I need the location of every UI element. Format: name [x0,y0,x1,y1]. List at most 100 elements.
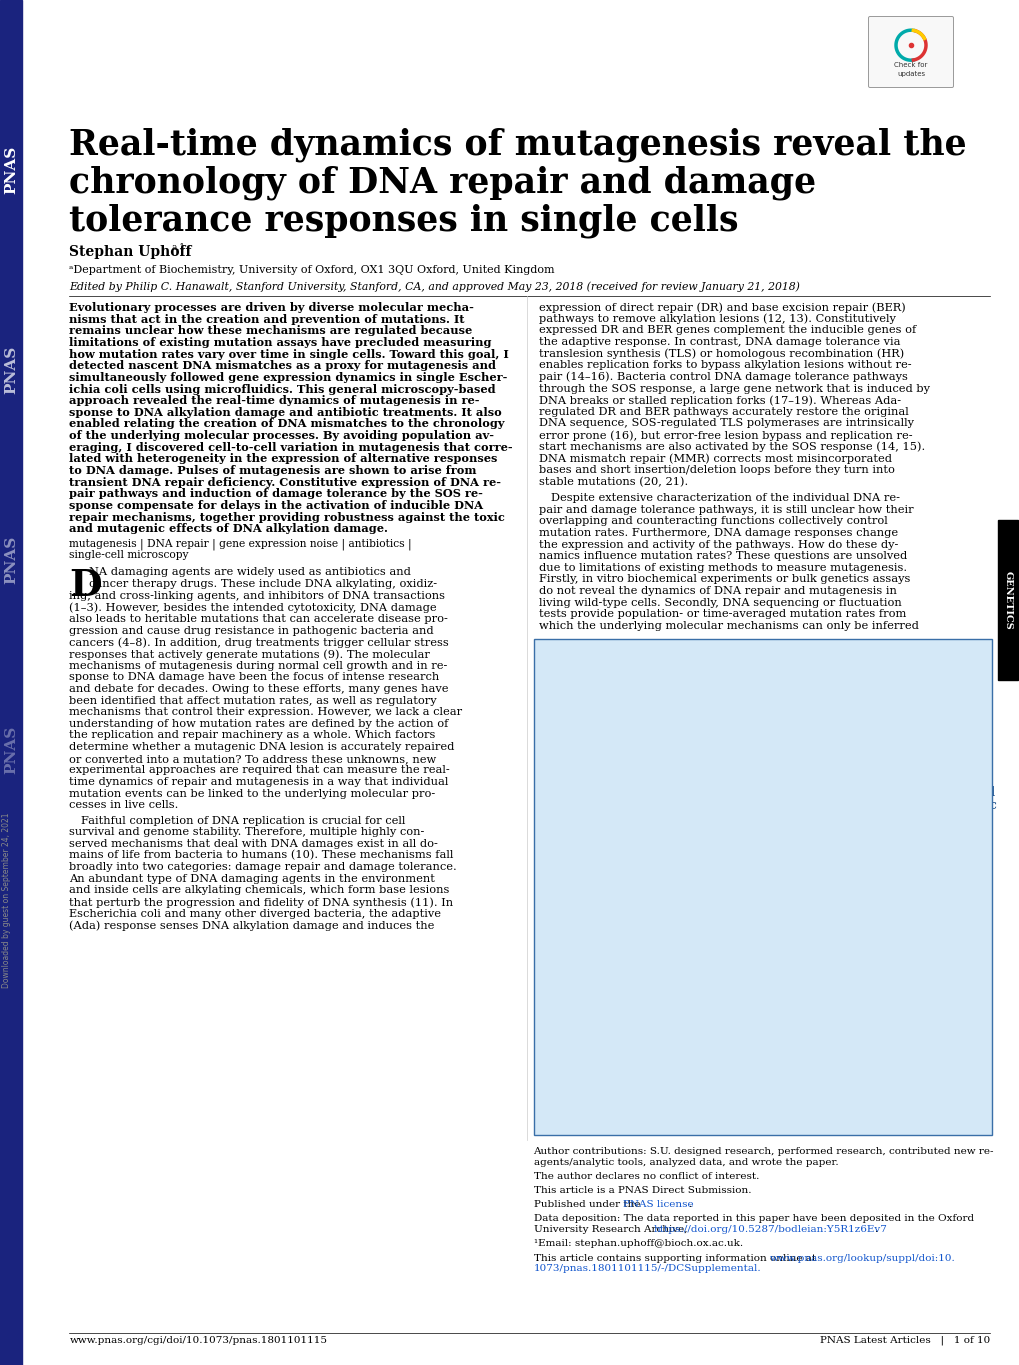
Text: that perturb the progression and fidelity of DNA synthesis (11). In: that perturb the progression and fidelit… [69,897,453,908]
Text: overlapping and counteracting functions collectively control: overlapping and counteracting functions … [538,516,887,527]
Text: Despite extensive characterization of the individual DNA re-: Despite extensive characterization of th… [550,493,899,502]
Text: A central goal in genetics is to understand how mutation rates: A central goal in genetics is to underst… [543,670,976,684]
Text: inducible DNA repair and damage tolerance pathways. Stochastic: inducible DNA repair and damage toleranc… [543,799,996,812]
Text: survival and genome stability. Therefore, multiple highly con-: survival and genome stability. Therefore… [69,827,424,837]
Text: been identified that affect mutation rates, as well as regulatory: been identified that affect mutation rat… [69,696,436,706]
Text: mechanisms of mutagenesis during normal cell growth and in re-: mechanisms of mutagenesis during normal … [69,661,447,670]
Text: due to limitations of existing methods to measure mutagenesis.: due to limitations of existing methods t… [538,562,906,573]
Text: PNAS: PNAS [4,536,18,584]
Text: served mechanisms that deal with DNA damages exist in all do-: served mechanisms that deal with DNA dam… [69,838,438,849]
Text: PNAS: PNAS [4,146,18,194]
Text: eraging, I discovered cell-to-cell variation in mutagenesis that corre-: eraging, I discovered cell-to-cell varia… [69,442,513,453]
Text: mutagenesis | DNA repair | gene expression noise | antibiotics |: mutagenesis | DNA repair | gene expressi… [69,538,412,550]
Text: fluctuations in the expression of these pathways modulated the: fluctuations in the expression of these … [543,812,981,824]
Text: The author declares no conflict of interest.: The author declares no conflict of inter… [533,1173,758,1181]
Text: enables replication forks to bypass alkylation lesions without re-: enables replication forks to bypass alky… [538,360,910,370]
Text: chronology of DNA repair and damage: chronology of DNA repair and damage [69,167,815,201]
Text: error prone (16), but error-free lesion bypass and replication re-: error prone (16), but error-free lesion … [538,430,911,441]
Text: repair mechanisms, together providing robustness against the toxic: repair mechanisms, together providing ro… [69,512,504,523]
Text: PNAS Latest Articles   |   1 of 10: PNAS Latest Articles | 1 of 10 [819,1335,989,1345]
Text: Escherichia coli and many other diverged bacteria, the adaptive: Escherichia coli and many other diverged… [69,909,441,919]
Text: PNAS: PNAS [4,345,18,394]
FancyBboxPatch shape [867,16,953,87]
Text: of the underlying molecular processes. By avoiding population av-: of the underlying molecular processes. B… [69,430,494,441]
Text: dynamics of mutagenesis in single Escherichia coli cells.: dynamics of mutagenesis in single Escher… [543,824,935,838]
Text: molecular processes. Toward this goal, I utilized a microscopy-: molecular processes. Toward this goal, I… [543,734,976,748]
Bar [0,0,22,1365]
Text: This article is a PNAS Direct Submission.: This article is a PNAS Direct Submission… [533,1186,750,1196]
Text: translesion synthesis (TLS) or homologous recombination (HR): translesion synthesis (TLS) or homologou… [538,348,903,359]
Text: approach revealed the real-time dynamics of mutagenesis in re-: approach revealed the real-time dynamics… [69,394,479,407]
Text: show that DNA alkylation damage causes a distinct pulse of: show that DNA alkylation damage causes a… [543,774,956,786]
Text: and mutagenic effects of DNA alkylation damage.: and mutagenic effects of DNA alkylation … [69,523,388,534]
Text: Evolutionary processes are driven by diverse molecular mecha-: Evolutionary processes are driven by div… [69,302,474,313]
Text: ᵃDepartment of Biochemistry, University of Oxford, OX1 3QU Oxford, United Kingdo: ᵃDepartment of Biochemistry, University … [69,265,554,274]
Text: cancers (4–8). In addition, drug treatments trigger cellular stress: cancers (4–8). In addition, drug treatme… [69,637,448,648]
Text: D: D [69,568,102,605]
Text: updates: updates [896,71,924,78]
Text: DNA mismatch repair (MMR) corrects most misincorporated: DNA mismatch repair (MMR) corrects most … [538,453,891,464]
Text: limitations of existing mutation assays have precluded measuring: limitations of existing mutation assays … [69,337,491,348]
Text: understanding of how mutation rates are defined by the action of: understanding of how mutation rates are … [69,719,448,729]
Text: transient DNA repair deficiency. Constitutive expression of DNA re-: transient DNA repair deficiency. Constit… [69,476,501,487]
Text: PNAS license: PNAS license [622,1200,693,1209]
Text: expressed DR and BER genes complement the inducible genes of: expressed DR and BER genes complement th… [538,325,915,336]
Text: how mutation rates vary over time in single cells. Toward this goal, I: how mutation rates vary over time in sin… [69,348,508,359]
Text: do not reveal the dynamics of DNA repair and mutagenesis in: do not reveal the dynamics of DNA repair… [538,586,896,597]
Text: Significance: Significance [543,648,640,662]
Text: Downloaded by guest on September 24, 2021: Downloaded by guest on September 24, 202… [2,812,11,988]
Text: start mechanisms are also activated by the SOS response (14, 15).: start mechanisms are also activated by t… [538,442,924,452]
Text: experimental approaches are required that can measure the real-: experimental approaches are required tha… [69,766,449,775]
Text: a,1: a,1 [171,243,185,253]
Text: An abundant type of DNA damaging agents in the environment: An abundant type of DNA damaging agents … [69,874,435,883]
Text: cancer therapy drugs. These include DNA alkylating, oxidiz-: cancer therapy drugs. These include DNA … [90,579,437,590]
Text: .: . [687,1200,690,1209]
Text: DNA damage or drug treatments. This has been challenging be-: DNA damage or drug treatments. This has … [543,696,984,710]
Text: ¹Email: stephan.uphoff@bioch.ox.ac.uk.: ¹Email: stephan.uphoff@bioch.ox.ac.uk. [533,1239,742,1249]
Text: responses that actively generate mutations (9). The molecular: responses that actively generate mutatio… [69,648,430,659]
Text: the replication and repair machinery as a whole. Which factors: the replication and repair machinery as … [69,730,435,740]
Text: through the SOS response, a large gene network that is induced by: through the SOS response, a large gene n… [538,384,928,393]
Text: regulated DR and BER pathways accurately restore the original: regulated DR and BER pathways accurately… [538,407,908,416]
Text: which the underlying molecular mechanisms can only be inferred: which the underlying molecular mechanism… [538,621,917,631]
Text: enabled relating the creation of DNA mismatches to the chronology: enabled relating the creation of DNA mis… [69,419,504,430]
Text: averages of mutation rates and do not resolve the underlying: averages of mutation rates and do not re… [543,722,966,734]
Text: Check for: Check for [894,61,926,68]
Text: Author contributions: S.U. designed research, performed research, contributed ne: Author contributions: S.U. designed rese… [533,1147,994,1156]
Text: broadly into two categories: damage repair and damage tolerance.: broadly into two categories: damage repa… [69,863,457,872]
Text: tests provide population- or time-averaged mutation rates from: tests provide population- or time-averag… [538,609,905,620]
Text: pair pathways and induction of damage tolerance by the SOS re-: pair pathways and induction of damage to… [69,489,483,500]
Text: agents/analytic tools, analyzed data, and wrote the paper.: agents/analytic tools, analyzed data, an… [533,1158,838,1167]
Text: also leads to heritable mutations that can accelerate disease pro-: also leads to heritable mutations that c… [69,614,447,624]
Text: sponse to DNA alkylation damage and antibiotic treatments. It also: sponse to DNA alkylation damage and anti… [69,407,501,418]
Text: living wild-type cells. Secondly, DNA sequencing or fluctuation: living wild-type cells. Secondly, DNA se… [538,598,901,607]
Text: mains of life from bacteria to humans (10). These mechanisms fall: mains of life from bacteria to humans (1… [69,850,453,861]
Text: DNA sequence, SOS-regulated TLS polymerases are intrinsically: DNA sequence, SOS-regulated TLS polymera… [538,419,913,429]
Text: the adaptive response. In contrast, DNA damage tolerance via: the adaptive response. In contrast, DNA … [538,337,899,347]
Text: matches to single-cell gene expression dynamics in real time. I: matches to single-cell gene expression d… [543,760,978,774]
Text: namics influence mutation rates? These questions are unsolved: namics influence mutation rates? These q… [538,551,906,561]
Text: pair (14–16). Bacteria control DNA damage tolerance pathways: pair (14–16). Bacteria control DNA damag… [538,371,907,382]
Text: GENETICS: GENETICS [1003,571,1012,629]
Text: simultaneously followed gene expression dynamics in single Escher-: simultaneously followed gene expression … [69,371,507,382]
Text: Real-time dynamics of mutagenesis reveal the: Real-time dynamics of mutagenesis reveal… [69,128,966,162]
Text: mechanisms that control their expression. However, we lack a clear: mechanisms that control their expression… [69,707,462,717]
Text: or converted into a mutation? To address these unknowns, new: or converted into a mutation? To address… [69,753,436,764]
Text: lated with heterogeneity in the expression of alternative responses: lated with heterogeneity in the expressi… [69,453,497,464]
Text: pair and damage tolerance pathways, it is still unclear how their: pair and damage tolerance pathways, it i… [538,505,912,515]
Bar [533,639,991,1136]
Text: This article contains supporting information online at: This article contains supporting informa… [533,1253,818,1263]
Text: ichia coli cells using microfluidics. This general microscopy-based: ichia coli cells using microfluidics. Th… [69,384,495,394]
Text: gression and cause drug resistance in pathogenic bacteria and: gression and cause drug resistance in pa… [69,625,433,636]
Text: .: . [872,1226,876,1234]
Text: determine whether a mutagenic DNA lesion is accurately repaired: determine whether a mutagenic DNA lesion… [69,743,454,752]
Text: and debate for decades. Owing to these efforts, many genes have: and debate for decades. Owing to these e… [69,684,448,693]
Text: mutagenesis that is shaped by the chronology of constitutive and: mutagenesis that is shaped by the chrono… [543,786,994,799]
Text: Edited by Philip C. Hanawalt, Stanford University, Stanford, CA, and approved Ma: Edited by Philip C. Hanawalt, Stanford U… [69,281,800,292]
Text: www.pnas.org/cgi/doi/10.1073/pnas.1801101115: www.pnas.org/cgi/doi/10.1073/pnas.180110… [69,1336,327,1345]
Text: tolerance responses in single cells: tolerance responses in single cells [69,203,738,239]
Text: bases and short insertion/deletion loops before they turn into: bases and short insertion/deletion loops… [538,465,894,475]
Text: the expression and activity of the pathways. How do these dy-: the expression and activity of the pathw… [538,539,897,550]
Text: detected nascent DNA mismatches as a proxy for mutagenesis and: detected nascent DNA mismatches as a pro… [69,360,496,371]
Text: DNA breaks or stalled replication forks (17–19). Whereas Ada-: DNA breaks or stalled replication forks … [538,394,900,405]
